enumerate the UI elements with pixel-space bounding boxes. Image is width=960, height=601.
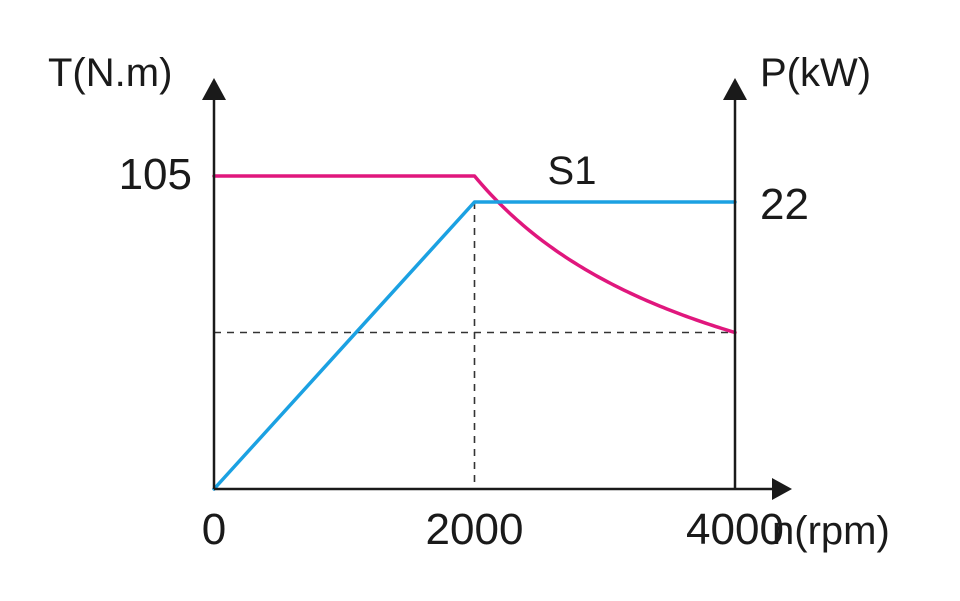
x-axis-arrow [772, 478, 792, 500]
right-y-axis-arrow [723, 78, 747, 100]
x-axis-label: n(rpm) [772, 509, 890, 553]
left-y-tick-label: 105 [119, 150, 192, 199]
left-y-axis-label: T(N.m) [48, 51, 172, 95]
left-y-axis-arrow [202, 78, 226, 100]
guide-lines [214, 202, 735, 489]
x-tick-label: 2000 [426, 505, 524, 554]
x-tick-label: 4000 [686, 505, 784, 554]
right-y-axis-label: P(kW) [760, 51, 871, 95]
power-series-line [212, 200, 737, 491]
torque-series-line [212, 174, 737, 335]
axes-group [202, 78, 792, 500]
right-y-tick-label: 22 [760, 180, 809, 229]
x-tick-label: 0 [202, 505, 226, 554]
series-group [212, 174, 737, 491]
s1-annotation: S1 [548, 149, 597, 193]
